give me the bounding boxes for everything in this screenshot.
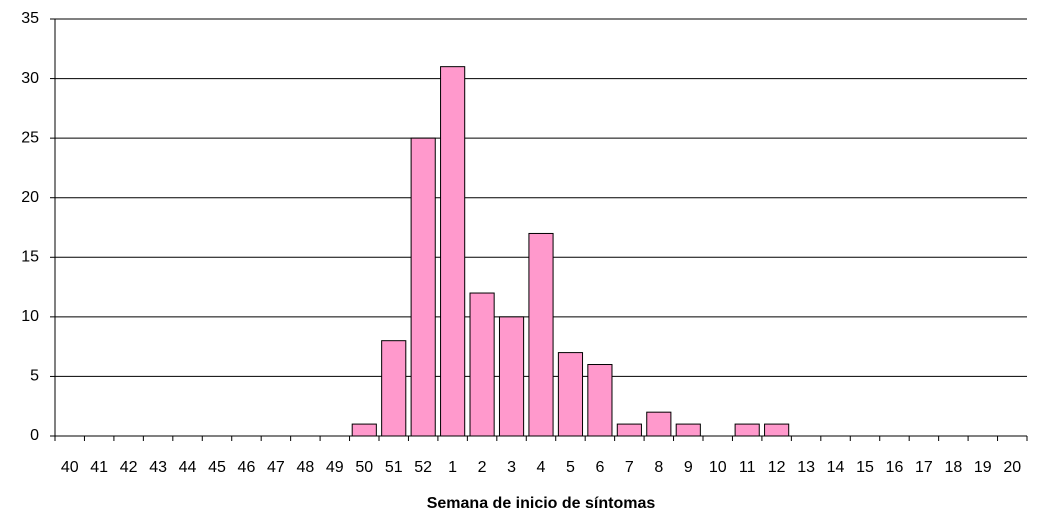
x-tick-label: 8 — [654, 459, 663, 476]
y-tick-label: 25 — [21, 129, 39, 146]
x-tick-label: 41 — [90, 459, 108, 476]
x-tick-label: 4 — [537, 459, 546, 476]
bar — [528, 232, 554, 437]
x-tick-label: 40 — [61, 459, 79, 476]
x-tick-label: 48 — [296, 459, 314, 476]
bar — [734, 423, 760, 437]
bar — [351, 423, 377, 437]
bar — [646, 411, 672, 437]
x-tick-label: 42 — [120, 459, 138, 476]
x-tick-label: 10 — [709, 459, 727, 476]
x-tick-label: 50 — [355, 459, 373, 476]
x-tick-label: 15 — [856, 459, 874, 476]
y-tick-label: 20 — [21, 189, 39, 206]
x-tick-label: 51 — [385, 459, 403, 476]
x-tick-label: 14 — [827, 459, 845, 476]
bar — [587, 364, 613, 437]
x-tick-label: 12 — [768, 459, 786, 476]
y-tick-label: 30 — [21, 70, 39, 87]
x-tick-label: 7 — [625, 459, 634, 476]
x-tick-label: 9 — [684, 459, 693, 476]
y-tick-label: 5 — [30, 368, 39, 385]
bar — [410, 137, 436, 437]
x-tick-label: 45 — [208, 459, 226, 476]
x-tick-label: 3 — [507, 459, 516, 476]
x-tick-label: 47 — [267, 459, 285, 476]
x-tick-label: 44 — [179, 459, 197, 476]
x-tick-label: 49 — [326, 459, 344, 476]
x-tick-label: 6 — [595, 459, 604, 476]
x-axis-title: Semana de inicio de síntomas — [427, 495, 656, 512]
x-tick-label: 19 — [974, 459, 992, 476]
bar — [498, 316, 525, 437]
x-tick-label: 46 — [238, 459, 256, 476]
y-tick-label: 15 — [21, 249, 39, 266]
bar — [764, 423, 790, 437]
x-tick-label: 16 — [886, 459, 904, 476]
x-tick-label: 43 — [149, 459, 167, 476]
x-tick-label: 17 — [915, 459, 933, 476]
bar — [469, 292, 495, 437]
x-tick-label: 18 — [944, 459, 962, 476]
x-tick-label: 2 — [478, 459, 487, 476]
x-tick-label: 52 — [414, 459, 432, 476]
x-tick-label: 13 — [797, 459, 815, 476]
x-tick-label: 1 — [448, 459, 457, 476]
y-tick-label: 10 — [21, 308, 39, 325]
bar — [557, 352, 584, 437]
bar — [616, 423, 642, 437]
x-tick-label: 5 — [566, 459, 575, 476]
bar — [381, 340, 407, 437]
y-tick-label: 0 — [30, 427, 39, 444]
x-tick-label: 20 — [1003, 459, 1021, 476]
x-tick-label: 11 — [739, 459, 756, 476]
y-tick-label: 35 — [21, 10, 39, 27]
bar — [440, 66, 466, 437]
bar — [675, 423, 701, 437]
